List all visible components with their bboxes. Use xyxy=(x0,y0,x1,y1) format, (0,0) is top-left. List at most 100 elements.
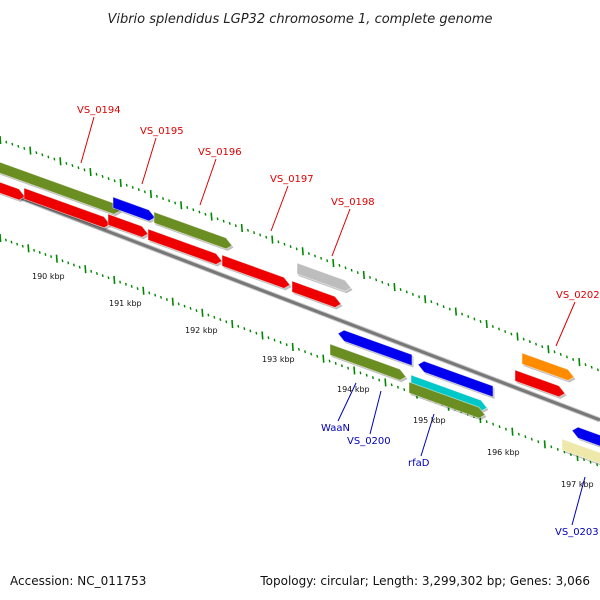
gene-feature-green-d[interactable] xyxy=(408,381,486,419)
inner-minor-tick xyxy=(21,244,24,248)
inner-minor-tick xyxy=(165,298,168,301)
inner-major-tick xyxy=(353,366,356,375)
outer-minor-tick xyxy=(83,168,86,172)
outer-minor-tick xyxy=(590,365,593,369)
outer-minor-tick xyxy=(344,266,347,270)
inner-minor-tick xyxy=(596,463,599,467)
gene-feature-red-d[interactable] xyxy=(147,228,223,265)
gene-feature-blue-d[interactable] xyxy=(571,426,600,453)
outer-minor-tick xyxy=(265,235,268,239)
gene-feature-grey-a[interactable] xyxy=(296,262,352,292)
gene-feature-red-g[interactable] xyxy=(514,369,566,398)
gene-feature-blue-a[interactable] xyxy=(112,196,156,222)
outer-major-tick xyxy=(516,332,519,341)
inner-minor-tick xyxy=(101,274,104,278)
gene-feature-red-a[interactable] xyxy=(0,175,26,201)
outer-minor-tick xyxy=(253,231,256,235)
outer-minor-tick xyxy=(411,292,414,296)
kbp-label-197: 197 kbp xyxy=(561,480,594,489)
outer-minor-tick xyxy=(387,283,390,287)
outer-minor-tick xyxy=(216,217,219,221)
inner-minor-tick xyxy=(243,327,246,331)
label-pointer-line xyxy=(141,137,157,185)
gene-feature-green-c[interactable] xyxy=(329,343,407,381)
gene-label-vs-0202[interactable]: VS_0202 xyxy=(556,290,600,301)
gene-feature-orange-a[interactable] xyxy=(521,352,575,381)
outer-minor-tick xyxy=(498,327,501,331)
inner-minor-tick xyxy=(550,445,553,449)
outer-major-tick xyxy=(485,319,488,329)
inner-minor-tick xyxy=(237,324,240,328)
inner-minor-tick xyxy=(340,364,343,368)
gene-feature-red-b[interactable] xyxy=(23,187,111,229)
outer-minor-tick xyxy=(174,201,177,205)
outer-minor-tick xyxy=(71,164,74,168)
outer-minor-tick xyxy=(95,172,98,176)
label-pointers xyxy=(80,116,586,526)
outer-minor-tick xyxy=(430,300,433,304)
inner-minor-tick xyxy=(524,435,527,439)
outer-minor-tick xyxy=(222,219,225,223)
outer-minor-tick xyxy=(314,254,316,258)
inner-major-tick xyxy=(27,244,30,253)
gene-label-vs-0200[interactable]: VS_0200 xyxy=(347,436,391,447)
outer-minor-tick xyxy=(375,278,378,282)
inner-minor-tick xyxy=(279,340,282,344)
gene-feature-blue-b[interactable] xyxy=(337,329,413,367)
inner-minor-tick xyxy=(16,242,19,246)
outer-minor-tick xyxy=(479,320,482,323)
gene-label-vs-0197[interactable]: VS_0197 xyxy=(270,174,314,185)
gene-feature-green-a[interactable] xyxy=(0,155,121,215)
outer-minor-tick xyxy=(35,151,38,155)
label-pointer-line xyxy=(331,208,351,257)
inner-minor-tick xyxy=(371,376,374,380)
inner-major-tick xyxy=(113,275,116,284)
outer-minor-tick xyxy=(228,221,231,225)
inner-major-tick xyxy=(55,254,58,263)
outer-minor-tick xyxy=(442,305,445,309)
inner-minor-tick xyxy=(78,265,81,269)
gene-label-vs-0203[interactable]: VS_0203 xyxy=(555,527,599,538)
gene-label-rfad[interactable]: rfaD xyxy=(408,458,430,469)
inner-minor-tick xyxy=(267,336,270,340)
label-pointer-line xyxy=(555,301,576,347)
outer-major-tick xyxy=(180,201,183,210)
inner-minor-tick xyxy=(213,315,216,319)
gene-feature-green-b[interactable] xyxy=(153,211,233,250)
label-pointer-line xyxy=(571,476,586,526)
outer-minor-tick xyxy=(461,312,464,316)
inner-minor-tick xyxy=(4,238,7,242)
outer-major-tick xyxy=(578,358,581,367)
inner-minor-tick xyxy=(365,373,368,377)
inner-major-tick xyxy=(84,265,87,274)
inner-minor-tick xyxy=(195,309,198,313)
topology-text: Topology: circular; Length: 3,299,302 bp… xyxy=(260,574,590,588)
outer-minor-tick xyxy=(11,142,14,146)
outer-minor-tick xyxy=(107,177,110,181)
gene-feature-yellow-a[interactable] xyxy=(561,438,600,469)
outer-minor-tick xyxy=(113,179,116,183)
inner-minor-tick xyxy=(154,293,157,297)
gene-label-vs-0196[interactable]: VS_0196 xyxy=(198,147,242,158)
gene-feature-red-f[interactable] xyxy=(291,280,342,308)
outer-minor-tick xyxy=(295,247,298,251)
inner-minor-tick xyxy=(90,269,93,273)
outer-minor-tick xyxy=(101,174,104,178)
outer-minor-tick xyxy=(399,288,402,291)
outer-minor-tick xyxy=(47,155,50,159)
gene-feature-red-c[interactable] xyxy=(107,213,149,238)
gene-label-waan[interactable]: WaaN xyxy=(321,423,350,434)
outer-major-tick xyxy=(362,270,365,280)
inner-major-tick xyxy=(543,440,546,449)
gene-feature-red-e[interactable] xyxy=(221,254,291,289)
inner-minor-tick xyxy=(396,385,399,389)
outer-minor-tick xyxy=(168,199,171,203)
gene-label-vs-0198[interactable]: VS_0198 xyxy=(331,197,375,208)
inner-minor-tick xyxy=(378,378,381,382)
gene-label-vs-0194[interactable]: VS_0194 xyxy=(77,105,121,116)
outer-minor-tick xyxy=(143,190,146,194)
inner-minor-tick xyxy=(183,304,186,308)
gene-feature-blue-c[interactable] xyxy=(417,360,494,398)
kbp-label-194: 194 kbp xyxy=(337,385,370,394)
gene-label-vs-0195[interactable]: VS_0195 xyxy=(140,126,184,137)
